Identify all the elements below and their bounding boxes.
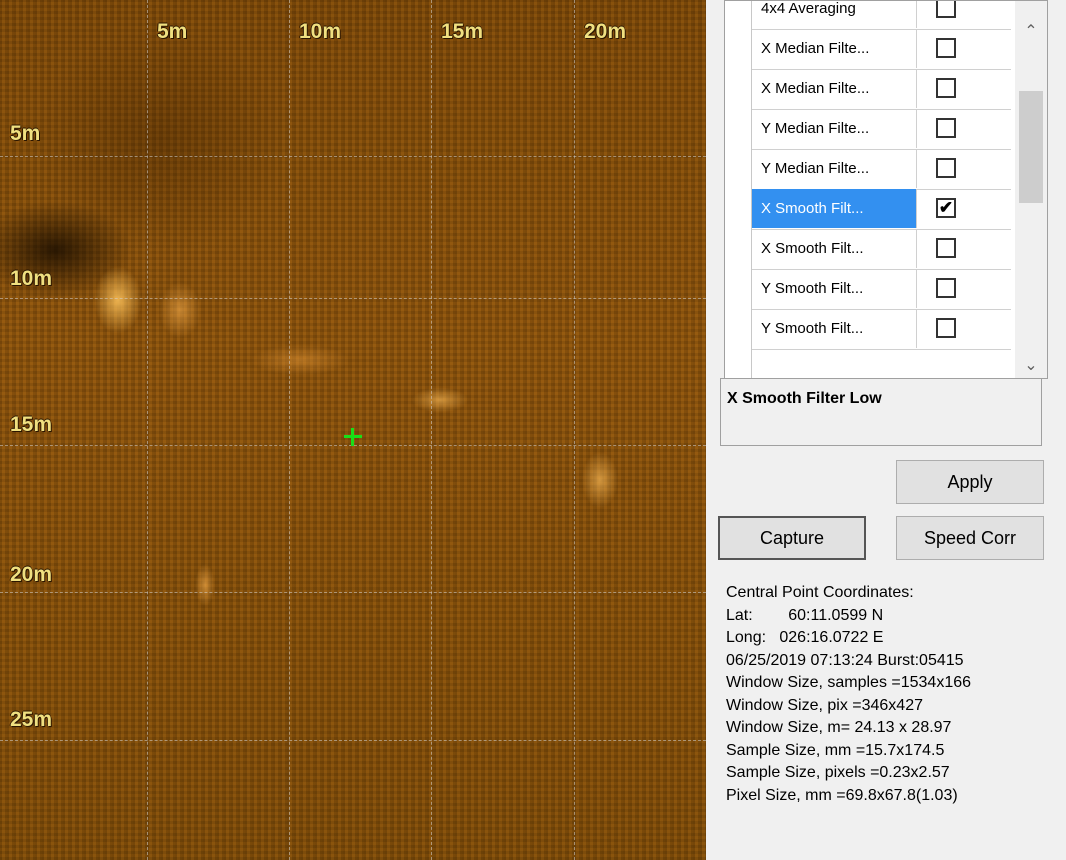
filter-checkbox-cell xyxy=(918,1,1011,28)
grid-line-vertical xyxy=(289,0,290,860)
info-pixel-mm: Pixel Size, mm =69.8x67.8(1.03) xyxy=(726,786,958,804)
filter-checkbox[interactable] xyxy=(936,78,956,98)
grid-line-horizontal xyxy=(0,298,706,299)
filter-checkbox-cell xyxy=(918,229,1011,268)
filter-checkbox[interactable] xyxy=(936,238,956,258)
info-window-pix: Window Size, pix =346x427 xyxy=(726,696,923,714)
grid-line-horizontal xyxy=(0,156,706,157)
apply-button[interactable]: Apply xyxy=(896,460,1044,504)
filter-checkbox[interactable] xyxy=(936,158,956,178)
filter-checkbox[interactable] xyxy=(936,118,956,138)
filter-description: X Smooth Filter Low xyxy=(720,378,1042,446)
filter-checkbox-cell xyxy=(918,149,1011,188)
grid-line-vertical xyxy=(574,0,575,860)
filter-checkbox[interactable]: ✔ xyxy=(936,198,956,218)
central-point-crosshair-icon xyxy=(344,428,362,446)
filter-checkbox[interactable] xyxy=(936,318,956,338)
filter-checkbox-cell xyxy=(918,309,1011,348)
filter-name[interactable]: Y Smooth Filt... xyxy=(752,269,917,308)
y-scale-label: 15m xyxy=(10,413,53,436)
filter-checkbox[interactable] xyxy=(936,278,956,298)
filter-name[interactable]: Y Median Filte... xyxy=(752,109,917,148)
filter-checkbox[interactable] xyxy=(936,1,956,18)
info-long: Long: 026:16.0722 E xyxy=(726,629,884,646)
grid-line-vertical xyxy=(147,0,148,860)
x-scale-label: 5m xyxy=(157,20,188,43)
y-scale-label: 20m xyxy=(10,563,53,586)
filter-name[interactable]: X Smooth Filt... xyxy=(752,229,917,268)
filter-list-scrollbar[interactable]: ⌃ ⌄ xyxy=(1015,1,1047,378)
info-sample-mm: Sample Size, mm =15.7x174.5 xyxy=(726,741,945,759)
grid-line-horizontal xyxy=(0,592,706,593)
filter-checkbox-cell xyxy=(918,109,1011,148)
control-panel: 4x4 Averaging X Median Filte... X Median F… xyxy=(706,0,1066,860)
speed-corr-button[interactable]: Speed Corr xyxy=(896,516,1044,560)
x-scale-label: 10m xyxy=(299,20,342,43)
info-window-samples: Window Size, samples =1534x166 xyxy=(726,674,972,691)
sonar-image-view[interactable]: 5m 10m 15m 20m 5m 10m 15m 20m 25m xyxy=(0,0,706,860)
capture-button[interactable]: Capture xyxy=(718,516,866,560)
x-scale-label: 20m xyxy=(584,20,627,43)
filter-list[interactable]: 4x4 Averaging X Median Filte... X Median F… xyxy=(724,0,1048,379)
filter-row[interactable]: 4x4 Averaging xyxy=(752,1,1011,30)
filter-name[interactable]: X Median Filte... xyxy=(752,69,917,108)
info-datetime: 06/25/2019 07:13:24 Burst:05415 xyxy=(726,651,964,669)
filter-name[interactable]: Y Smooth Filt... xyxy=(752,309,917,348)
filter-row[interactable]: X Median Filte... xyxy=(752,29,1011,70)
filter-name[interactable]: 4x4 Averaging xyxy=(752,1,917,28)
filter-row[interactable]: Y Median Filte... xyxy=(752,109,1011,150)
y-scale-label: 5m xyxy=(10,122,41,145)
filter-checkbox-cell xyxy=(918,189,1011,228)
filter-row[interactable]: X Median Filte... xyxy=(752,69,1011,110)
info-title: Central Point Coordinates: xyxy=(726,584,914,601)
filter-name[interactable]: X Smooth Filt... xyxy=(752,189,917,228)
y-scale-label: 25m xyxy=(10,708,53,731)
scrollbar-thumb[interactable] xyxy=(1019,91,1043,203)
coordinates-info: Central Point Coordinates: Lat: 60:11.05… xyxy=(726,582,1066,807)
info-lat: Lat: 60:11.0599 N xyxy=(726,606,884,624)
grid-line-horizontal xyxy=(0,740,706,741)
info-window-m: Window Size, m= 24.13 x 28.97 xyxy=(726,719,952,736)
filter-row[interactable]: Y Smooth Filt... xyxy=(752,269,1011,310)
filter-name[interactable]: Y Median Filte... xyxy=(752,149,917,188)
filter-row[interactable]: X Smooth Filt... ✔ xyxy=(752,189,1011,230)
filter-checkbox-cell xyxy=(918,29,1011,68)
scroll-down-icon[interactable]: ⌄ xyxy=(1024,357,1038,374)
filter-name[interactable]: X Median Filte... xyxy=(752,29,917,68)
filter-checkbox-cell xyxy=(918,69,1011,108)
filter-row[interactable]: Y Median Filte... xyxy=(752,149,1011,190)
filter-row[interactable]: Y Smooth Filt... xyxy=(752,309,1011,350)
info-sample-pixels: Sample Size, pixels =0.23x2.57 xyxy=(726,764,950,781)
y-scale-label: 10m xyxy=(10,267,53,290)
scroll-up-icon[interactable]: ⌃ xyxy=(1024,23,1038,40)
filter-checkbox-cell xyxy=(918,269,1011,308)
x-scale-label: 15m xyxy=(441,20,484,43)
filter-list-gutter xyxy=(725,1,752,378)
filter-checkbox[interactable] xyxy=(936,38,956,58)
filter-row[interactable]: X Smooth Filt... xyxy=(752,229,1011,270)
grid-line-vertical xyxy=(431,0,432,860)
